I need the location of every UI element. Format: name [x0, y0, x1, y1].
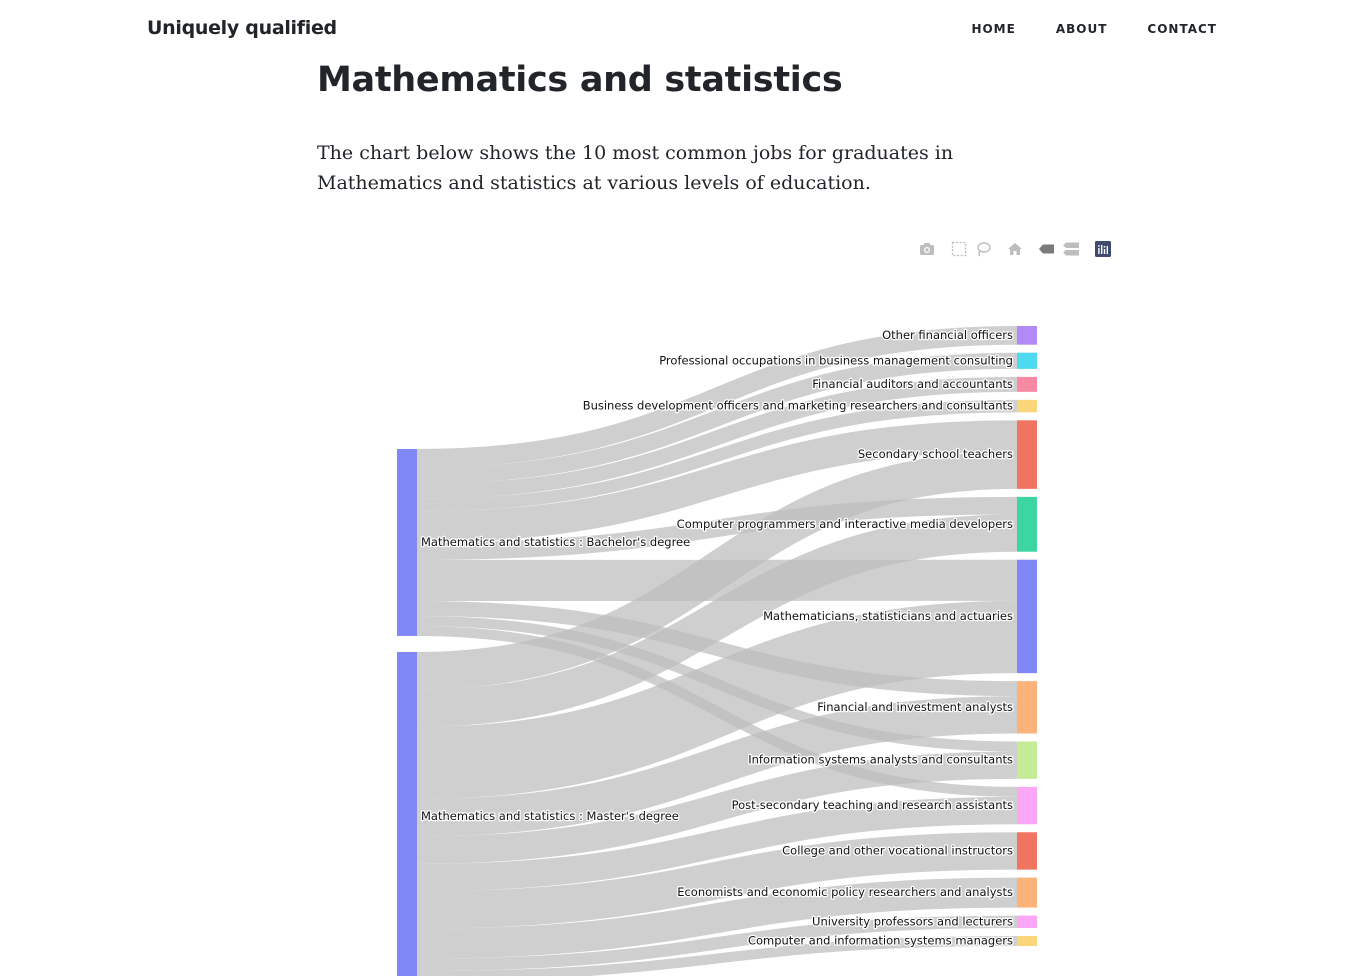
sankey-link[interactable] [416, 915, 1018, 972]
target-node[interactable] [1017, 915, 1037, 929]
sankey-link[interactable] [416, 601, 1018, 697]
sankey-link[interactable] [416, 352, 1018, 484]
target-node[interactable] [1017, 681, 1037, 734]
source-node[interactable] [397, 651, 417, 976]
nav-contact-link[interactable]: CONTACT [1147, 22, 1217, 36]
target-node-label: University professors and lecturers [812, 914, 1013, 928]
sankey-link[interactable] [416, 751, 1018, 864]
target-node-label: Mathematicians, statisticians and actuar… [763, 609, 1013, 623]
target-node-label: Economists and economic policy researche… [677, 885, 1013, 899]
target-node[interactable] [1017, 326, 1037, 345]
target-node-label: Post-secondary teaching and research ass… [732, 798, 1013, 812]
target-node[interactable] [1017, 352, 1037, 369]
sankey-nodes [397, 326, 1037, 976]
home-icon[interactable] [1004, 240, 1026, 258]
nav-home-link[interactable]: HOME [971, 22, 1016, 36]
sankey-link[interactable] [416, 600, 1018, 800]
sankey-link[interactable] [416, 514, 1018, 727]
target-node[interactable] [1017, 496, 1037, 552]
lasso-select-icon[interactable] [972, 240, 994, 258]
page-intro: The chart below shows the 10 most common… [317, 142, 954, 194]
plotly-logo-icon[interactable] [1092, 240, 1114, 258]
source-node-label: Mathematics and statistics : Master's de… [421, 809, 679, 823]
page-title: Mathematics and statistics [317, 60, 843, 100]
target-node[interactable] [1017, 877, 1037, 908]
target-node[interactable] [1017, 420, 1037, 489]
target-node-label: Computer programmers and interactive med… [677, 517, 1013, 531]
target-node[interactable] [1017, 741, 1037, 779]
target-node[interactable] [1017, 936, 1037, 946]
box-select-icon[interactable] [948, 240, 970, 258]
target-node[interactable] [1017, 832, 1037, 870]
sankey-link[interactable] [416, 399, 1018, 512]
target-node-label: Computer and information systems manager… [748, 934, 1013, 948]
target-node-label: Secondary school teachers [858, 447, 1013, 461]
hover-closest-icon[interactable] [1036, 240, 1058, 258]
sankey-link[interactable] [416, 877, 1018, 959]
target-node-label: Financial auditors and accountants [812, 377, 1013, 391]
target-node-label: Business development officers and market… [583, 399, 1013, 413]
top-nav: HOME ABOUT CONTACT [971, 22, 1217, 36]
sankey-link[interactable] [416, 832, 1018, 929]
source-node-label: Mathematics and statistics : Bachelor's … [421, 535, 690, 549]
target-node[interactable] [1017, 559, 1037, 674]
brand-logo[interactable]: Uniquely qualified [147, 17, 337, 39]
sankey-link[interactable] [416, 936, 1018, 976]
target-node-label: Professional occupations in business man… [659, 353, 1013, 367]
sankey-link[interactable] [416, 796, 1018, 892]
sankey-labels: Mathematics and statistics : Bachelor's … [420, 327, 1015, 949]
hover-compare-icon[interactable] [1060, 240, 1082, 258]
sankey-link[interactable] [416, 496, 1018, 560]
camera-icon[interactable] [916, 240, 938, 258]
source-node[interactable] [397, 449, 417, 636]
sankey-link[interactable] [416, 420, 1018, 543]
target-node[interactable] [1017, 376, 1037, 392]
target-node-label: Financial and investment analysts [817, 700, 1013, 714]
target-node[interactable] [1017, 786, 1037, 825]
sankey-links [416, 326, 1018, 976]
sankey-link[interactable] [416, 326, 1018, 468]
chart-modebar [916, 240, 1116, 258]
target-node-label: Information systems analysts and consult… [748, 753, 1013, 767]
sankey-link[interactable] [416, 696, 1018, 837]
sankey-link[interactable] [416, 376, 1018, 499]
target-node-label: College and other vocational instructors [782, 843, 1013, 857]
sankey-link[interactable] [416, 451, 1018, 690]
target-node[interactable] [1017, 399, 1037, 413]
nav-about-link[interactable]: ABOUT [1055, 22, 1108, 36]
target-node-label: Other financial officers [882, 328, 1013, 342]
